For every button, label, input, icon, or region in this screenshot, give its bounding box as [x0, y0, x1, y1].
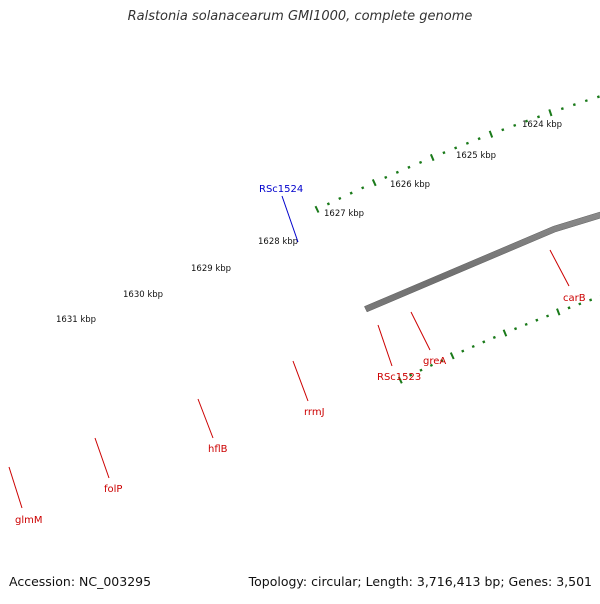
inner-track-major-tick: [449, 352, 455, 360]
inner-track-major-tick: [556, 308, 561, 316]
kbp-tick-label: 1627 kbp: [324, 209, 364, 219]
inner-track-minor-tick: [567, 306, 571, 310]
outer-track-major-tick: [371, 178, 377, 187]
outer-track-minor-tick: [407, 165, 411, 169]
kbp-tick-label: 1630 kbp: [123, 290, 163, 300]
inner-track-minor-tick: [419, 368, 423, 372]
outer-track-major-tick: [548, 109, 553, 117]
outer-track-minor-tick: [501, 128, 505, 132]
gene-callout-line: [292, 360, 309, 402]
outer-track-minor-tick: [384, 175, 388, 179]
topology-summary: Topology: circular; Length: 3,716,413 bp…: [248, 574, 592, 589]
outer-track-minor-tick: [418, 160, 423, 164]
kbp-tick-label: 1625 kbp: [456, 151, 496, 161]
inner-track-minor-tick: [440, 358, 444, 363]
kbp-tick-label: 1628 kbp: [258, 237, 298, 247]
outer-track-minor-tick: [596, 95, 600, 99]
inner-track-major-tick: [397, 376, 403, 384]
outer-track-minor-tick: [465, 141, 469, 145]
gene-label-hflb[interactable]: hflB: [208, 444, 228, 455]
map-title: Ralstonia solanacearum GMI1000, complete…: [127, 9, 473, 24]
outer-track-minor-tick: [454, 146, 458, 150]
outer-track-minor-tick: [395, 170, 399, 174]
outer-track-minor-tick: [361, 186, 365, 190]
gene-label-rsc1524[interactable]: RSc1524: [259, 184, 303, 195]
inner-track-minor-tick: [409, 373, 413, 377]
inner-track-minor-tick: [471, 344, 475, 349]
kbp-tick-label: 1626 kbp: [390, 180, 430, 190]
gene-callout-line: [8, 466, 23, 509]
kbp-tick-label: 1631 kbp: [56, 315, 96, 325]
outer-track-minor-tick: [477, 137, 481, 141]
inner-track-major-tick: [502, 329, 508, 337]
accession-text: Accession: NC_003295: [9, 574, 152, 589]
outer-track-minor-tick: [584, 99, 588, 103]
gene-label-folp[interactable]: folP: [104, 484, 122, 495]
outer-track-major-tick: [314, 205, 320, 213]
inner-track-minor-tick: [524, 322, 528, 326]
inner-track-minor-tick: [578, 302, 582, 306]
gene-label-rrmj[interactable]: rrmJ: [304, 407, 325, 418]
gene-label-rsc1523[interactable]: RSc1523: [377, 372, 421, 383]
gene-callout-line: [549, 249, 570, 287]
inner-track-minor-tick: [513, 327, 518, 331]
outer-track-minor-tick: [513, 123, 517, 127]
inner-track-minor-tick: [492, 335, 496, 340]
inner-tick-track: [397, 295, 600, 384]
outer-track-minor-tick: [442, 151, 446, 155]
outer-track-minor-tick: [536, 115, 541, 119]
gene-callout-line: [197, 398, 214, 439]
outer-track-minor-tick: [349, 191, 353, 195]
outer-track-minor-tick: [338, 196, 342, 201]
kbp-tick-label: 1629 kbp: [191, 264, 231, 274]
outer-track-major-tick: [429, 153, 435, 162]
gene-callout-line: [94, 437, 110, 479]
gene-callout-line: [377, 324, 393, 367]
gene-label-grea[interactable]: greA: [423, 356, 446, 367]
gene-callout-line: [410, 311, 431, 351]
inner-track-minor-tick: [429, 363, 433, 367]
inner-track-minor-tick: [545, 314, 550, 318]
inner-track-minor-tick: [482, 340, 486, 344]
gene-label-carb[interactable]: carB: [563, 293, 586, 304]
outer-track-minor-tick: [560, 107, 564, 111]
genome-backbone: [364, 211, 600, 313]
inner-track-minor-tick: [535, 318, 539, 322]
outer-tick-track: 1624 kbp 1625 kbp 1626 kbp 1627 kbp 1628 kbp…: [56, 95, 600, 325]
gene-label-glmm[interactable]: glmM: [15, 515, 43, 526]
outer-track-minor-tick: [524, 119, 529, 123]
outer-track-major-tick: [488, 130, 494, 138]
outer-track-minor-tick: [572, 103, 576, 107]
outer-track-minor-tick: [326, 202, 330, 206]
inner-track-minor-tick: [589, 298, 593, 302]
inner-track-minor-tick: [461, 349, 465, 353]
kbp-tick-label: 1624 kbp: [522, 120, 562, 130]
gene-callout-line: [281, 195, 299, 243]
